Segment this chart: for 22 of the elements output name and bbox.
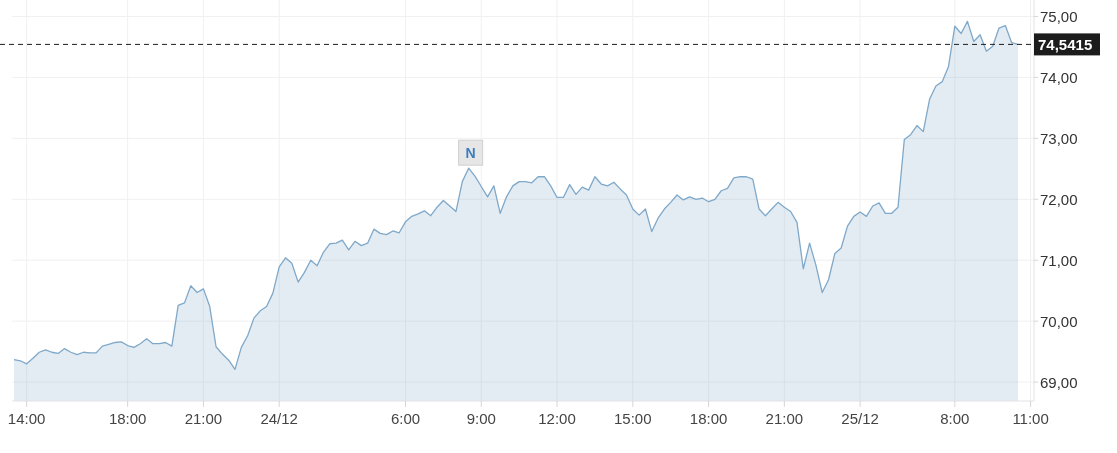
x-tick-label: 24/12 [260,409,298,427]
x-tick-label: 21:00 [184,409,223,427]
y-tick-label: 72,00 [1040,190,1078,208]
x-tick-label: 25/12 [841,409,879,427]
y-tick-label: 75,00 [1040,7,1078,25]
x-tick-label: 12:00 [538,409,576,427]
x-tick-label: 18:00 [689,409,728,427]
x-tick-label: 6:00 [390,409,421,427]
x-tick-label: 9:00 [466,409,496,427]
x-tick-label: 8:00 [940,409,970,427]
x-tick-label: 15:00 [614,409,652,427]
y-tick-label: 71,00 [1040,251,1078,269]
x-tick-label: 18:00 [108,409,147,427]
y-tick-label: 70,00 [1040,312,1078,330]
y-tick-label: 69,00 [1040,373,1078,391]
y-tick-label: 74,00 [1040,68,1078,86]
annotation: N [465,144,476,161]
y-tick-label: 73,00 [1040,129,1078,147]
x-tick-label: 14:00 [7,409,46,427]
ref-line-label: 74,5415 [1038,35,1093,53]
x-tick-label: 11:00 [1012,409,1049,427]
x-tick-label: 21:00 [765,409,804,427]
